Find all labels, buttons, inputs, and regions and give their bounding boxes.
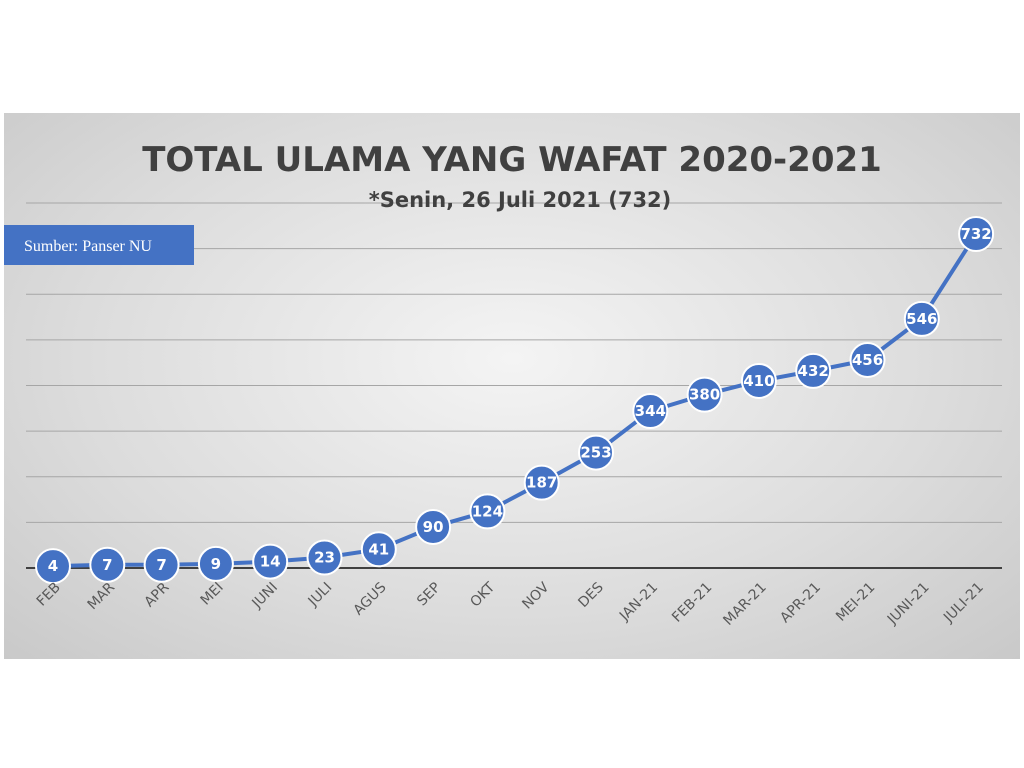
data-label: 9 (211, 555, 221, 573)
data-point (469, 493, 506, 530)
x-tick-label: JULI (305, 580, 336, 611)
series-line (52, 232, 978, 569)
data-point (143, 546, 180, 583)
data-label: 546 (906, 310, 937, 328)
data-label: 90 (423, 518, 444, 536)
data-label: 14 (260, 553, 281, 571)
x-tick-label: APR-21 (777, 580, 824, 627)
x-tick-label: FEB-21 (669, 580, 715, 626)
data-point (89, 546, 126, 583)
x-tick-label: MAR-21 (720, 580, 769, 629)
x-tick-label: AGUS (351, 579, 390, 618)
data-point (252, 543, 289, 580)
data-point (360, 531, 397, 568)
x-tick-label: DES (575, 579, 607, 611)
data-point (958, 216, 995, 253)
data-point (415, 508, 452, 545)
source-box-background (4, 225, 194, 265)
data-label: 23 (314, 549, 335, 567)
data-point (306, 539, 343, 576)
x-tick-label: JUNI-21 (884, 580, 933, 629)
data-label: 253 (580, 444, 611, 462)
data-point (686, 376, 723, 413)
chart-title: TOTAL ULAMA YANG WAFAT 2020-2021 (142, 140, 882, 180)
x-tick-label: OKT (467, 579, 498, 610)
data-point (849, 341, 886, 378)
x-tick-label: MEI (198, 580, 227, 609)
data-label: 380 (689, 386, 720, 404)
x-tick-label: JULI-21 (940, 580, 987, 627)
line-chart: TOTAL ULAMA YANG WAFAT 2020-2021 *Senin,… (4, 140, 1002, 629)
data-label: 432 (798, 362, 829, 380)
data-point (903, 300, 940, 337)
source-label: Sumber: Panser NU (24, 238, 152, 255)
data-point (197, 545, 234, 582)
series-line-group (52, 232, 978, 569)
data-point (35, 548, 71, 585)
data-points: 4 7 7 9 14 23 41 90 124 187 253 344 380 410 432 456 546 7… (35, 216, 995, 585)
source-box: Sumber: Panser NU (4, 225, 194, 265)
data-label: 187 (526, 474, 557, 492)
data-label: 7 (102, 556, 112, 574)
data-label: 410 (743, 372, 774, 390)
data-label: 732 (960, 225, 991, 243)
x-tick-label: FEB (34, 580, 64, 610)
data-point (578, 434, 614, 471)
data-label: 7 (156, 556, 166, 574)
x-tick-label: MEI-21 (833, 580, 878, 625)
data-label: 4 (48, 557, 58, 575)
x-tick-label: MAR (85, 579, 119, 613)
data-label: 41 (368, 540, 389, 558)
chart-subtitle: *Senin, 26 Juli 2021 (732) (369, 188, 672, 212)
chart-panel: TOTAL ULAMA YANG WAFAT 2020-2021 *Senin,… (4, 113, 1020, 659)
data-label: 124 (472, 502, 503, 520)
data-point (740, 362, 777, 399)
x-axis-ticks: FEB MAR APR MEI JUNI JULI AGUS SEP OKT NOV DES JAN-… (34, 579, 987, 629)
x-tick-label: JAN-21 (616, 580, 661, 625)
data-label: 456 (852, 351, 883, 369)
x-tick-label: APR (141, 579, 172, 610)
data-point (795, 352, 832, 389)
data-label: 344 (635, 402, 666, 420)
x-tick-label: SEP (414, 580, 444, 610)
x-tick-label: JUNI (249, 580, 282, 613)
data-point (523, 464, 560, 501)
data-point (632, 393, 669, 430)
x-tick-label: NOV (519, 579, 552, 612)
